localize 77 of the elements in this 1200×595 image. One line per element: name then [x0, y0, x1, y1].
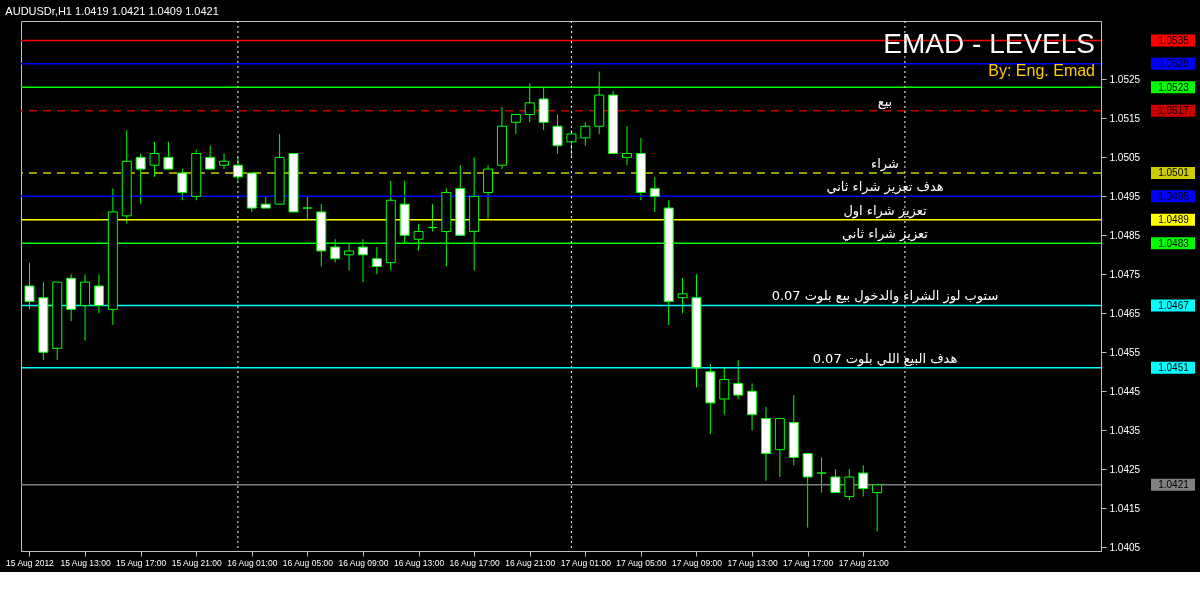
candlestick [163, 141, 174, 170]
y-tick-label: 1.0445 [1109, 385, 1141, 397]
candlestick [649, 176, 660, 213]
x-tick-label: 17 Aug 13:00 [727, 557, 778, 568]
x-tick-label: 16 Aug 13:00 [394, 557, 445, 568]
ref-line-label: هدف البيع اللي بلوت 0.07 [812, 350, 958, 367]
x-tick-label: 17 Aug 01:00 [560, 557, 612, 568]
annotation: By: Eng. Emad [988, 62, 1095, 79]
candlestick [177, 168, 188, 201]
y-tick-label: 1.0495 [1109, 190, 1141, 202]
candlestick [719, 367, 730, 416]
candlestick [80, 273, 91, 342]
candlestick [219, 153, 230, 170]
y2-tick-label: 1.0489 [1158, 214, 1190, 226]
candlestick [858, 464, 869, 497]
candlestick [205, 145, 216, 170]
x-tick-label: 16 Aug 21:00 [505, 557, 556, 568]
candlestick [816, 456, 827, 494]
y-tick-label: 1.0455 [1109, 346, 1141, 358]
chart-title: AUDUSDr,H1 1.0419 1.0421 1.0409 1.0421 [5, 4, 219, 17]
candlestick [733, 359, 744, 400]
candlestick [844, 468, 855, 501]
ref-line-label: هدف تعزيز شراء ثاني [826, 179, 944, 196]
y-tick-label: 1.0435 [1109, 424, 1141, 436]
candlestick [483, 164, 494, 221]
y-tick-label: 1.0475 [1109, 268, 1141, 280]
y-tick-label: 1.0485 [1109, 229, 1141, 241]
y-tick-label: 1.0515 [1109, 112, 1141, 124]
y2-tick-label: 1.0535 [1158, 34, 1190, 46]
candlestick [872, 484, 883, 533]
y2-tick-label: 1.0483 [1158, 237, 1190, 249]
y-tick-label: 1.0405 [1109, 541, 1141, 553]
x-tick-label: 16 Aug 05:00 [282, 557, 334, 568]
x-tick-label: 17 Aug 09:00 [671, 557, 723, 568]
ref-line-label: بيع [877, 93, 893, 110]
y2-tick-label: 1.0501 [1158, 167, 1190, 179]
x-tick-label: 17 Aug 17:00 [783, 557, 834, 568]
candlestick [149, 141, 160, 178]
x-tick-label: 17 Aug 21:00 [838, 557, 890, 568]
candlestick [802, 453, 813, 529]
y2-tick-label: 1.0451 [1158, 362, 1190, 374]
y2-tick-label: 1.0523 [1158, 81, 1190, 93]
candlestick [747, 382, 758, 431]
candlestick [566, 129, 577, 158]
ref-line-label: ستوب لوز الشراء والدخول بيع بلوت 0.07 [771, 288, 999, 305]
ref-line-label: تعزيز شراء اول [843, 202, 927, 219]
ref-line-label: تعزيز شراء ثاني [842, 226, 929, 243]
candlestick [830, 468, 841, 494]
y-tick-label: 1.0505 [1109, 151, 1141, 163]
candlestick [677, 277, 688, 314]
candlestick [622, 125, 633, 166]
candlestick [135, 153, 146, 205]
candlestick [93, 273, 104, 314]
y-tick-label: 1.0415 [1109, 502, 1141, 514]
y2-tick-label: 1.0517 [1158, 105, 1190, 117]
y2-tick-label: 1.0421 [1158, 479, 1190, 491]
x-tick-label: 15 Aug 13:00 [60, 557, 111, 568]
candlestick [580, 121, 591, 147]
x-tick-label: 16 Aug 17:00 [449, 557, 500, 568]
candlestick [24, 262, 35, 310]
x-tick-label: 15 Aug 2012 [6, 557, 55, 568]
x-tick-label: 17 Aug 05:00 [616, 557, 667, 568]
y2-tick-label: 1.0467 [1158, 299, 1190, 311]
candlestick [371, 246, 382, 275]
y-tick-label: 1.0425 [1109, 463, 1141, 475]
y2-tick-label: 1.0495 [1158, 190, 1190, 202]
ref-line-label: شراء [871, 155, 899, 172]
y-tick-label: 1.0465 [1109, 307, 1141, 319]
y2-tick-label: 1.0529 [1158, 58, 1190, 70]
candlestick [510, 114, 521, 135]
y-tick-label: 1.0525 [1109, 73, 1141, 85]
x-tick-label: 15 Aug 17:00 [116, 557, 167, 568]
candlestick [302, 195, 313, 221]
x-tick-label: 16 Aug 09:00 [338, 557, 389, 568]
candlestick [552, 114, 563, 154]
x-tick-label: 15 Aug 21:00 [171, 557, 223, 568]
x-tick-label: 16 Aug 01:00 [227, 557, 278, 568]
